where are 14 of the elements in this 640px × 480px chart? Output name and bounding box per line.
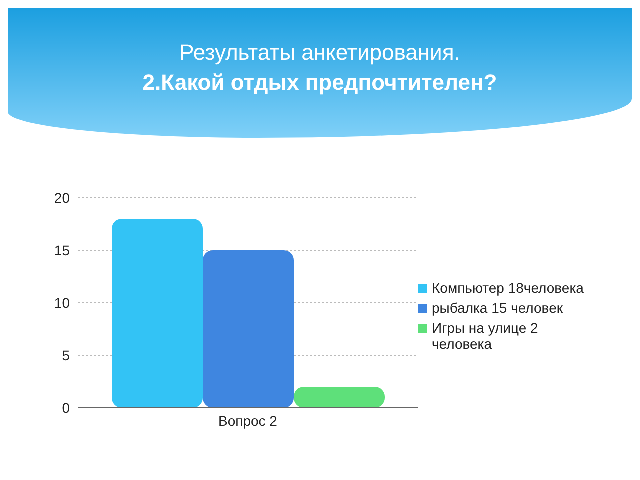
legend-label: Компьютер 18человека — [432, 280, 584, 296]
y-tick-label: 5 — [62, 347, 70, 364]
chart-title: Результаты анкетирования. — [178, 39, 462, 67]
y-tick-label: 10 — [54, 294, 70, 311]
legend-label: Игры на улице 2 человека — [432, 320, 540, 352]
bar — [203, 250, 294, 408]
legend-label: рыбалка 15 человек — [432, 300, 563, 316]
x-tick-label: Вопрос 2 — [218, 412, 278, 429]
chart-subtitle: 2.Какой отдых предпочтителен? — [142, 69, 498, 97]
bar — [294, 387, 385, 408]
y-tick-label: 20 — [54, 190, 70, 206]
y-tick-label: 15 — [54, 242, 70, 258]
y-tick-label: 0 — [62, 400, 70, 416]
bar — [112, 219, 203, 408]
